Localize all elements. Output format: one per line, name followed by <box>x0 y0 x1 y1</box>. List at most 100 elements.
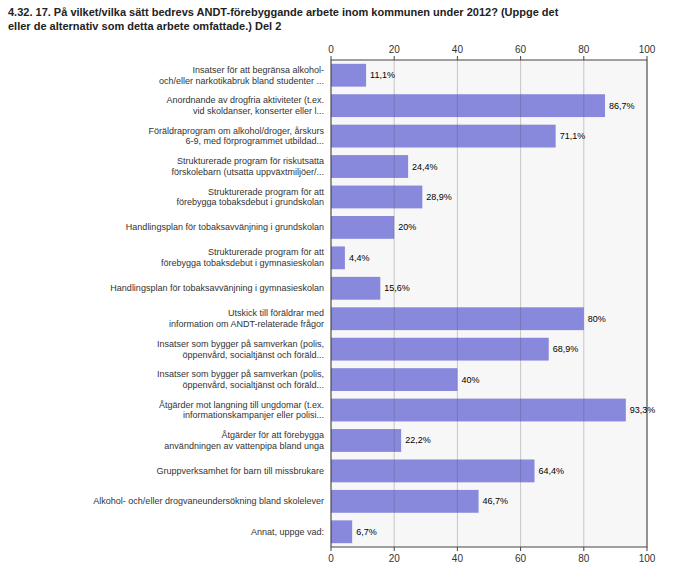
category-label: Strukturerade program för riskutsattaför… <box>171 156 324 177</box>
category-label: Alkohol- och/eller drogvaneundersökning … <box>93 496 324 506</box>
data-label: 40% <box>461 375 479 385</box>
category-label-line: Åtgärder för att förebygga <box>221 430 324 440</box>
category-label-line: informationskampanjer eller polisi... <box>183 410 324 420</box>
category-label-line: Åtgärder mot langning till ungdomar (t.e… <box>159 400 324 410</box>
category-label-line: förebygga tobaksdebut i grundskolan <box>176 197 324 207</box>
grid <box>331 60 647 547</box>
bar <box>331 216 394 239</box>
title-line: 4.32. 17. På vilket/vilka sätt bedrevs A… <box>8 6 559 18</box>
bar <box>331 246 345 269</box>
category-label-line: Insatser som bygger på samverkan (polis, <box>157 339 324 349</box>
tick-label: 60 <box>515 553 527 564</box>
tick-mark <box>331 56 332 60</box>
data-label: 4,4% <box>349 253 370 263</box>
tick-mark <box>583 56 584 60</box>
bar <box>331 155 408 178</box>
category-label-line: Annat, uppge vad: <box>251 527 324 537</box>
data-label: 93,3% <box>630 405 656 415</box>
category-label: Insatser som bygger på samverkan (polis,… <box>157 339 324 360</box>
category-label: Strukturerade program för attförebygga t… <box>176 187 324 208</box>
tick-mark <box>457 547 458 551</box>
category-label-line: förebygga tobaksdebut i gymnasieskolan <box>161 258 324 268</box>
data-label: 86,7% <box>609 101 635 111</box>
category-label: Åtgärder för att förebyggaanvändningen a… <box>164 430 324 451</box>
category-label-line: information om ANDT-relaterade frågor <box>169 319 324 329</box>
bars <box>331 64 626 543</box>
bar <box>331 94 605 117</box>
category-label-line: användningen av vattenpipa bland unga <box>164 441 324 451</box>
tick-label: 0 <box>328 553 334 564</box>
tick-mark <box>394 547 395 551</box>
data-label: 28,9% <box>426 192 452 202</box>
data-label: 46,7% <box>483 496 509 506</box>
data-label: 15,6% <box>384 283 410 293</box>
category-label-line: Anordnande av drogfria aktiviteter (t.ex… <box>166 95 324 105</box>
grid-line <box>457 60 458 547</box>
bar <box>331 64 366 87</box>
category-label-line: vid skoldanser, konserter eller l... <box>193 106 324 116</box>
category-label-line: Strukturerade program för riskutsatta <box>177 156 324 166</box>
category-label-line: Strukturerade program för att <box>208 187 325 197</box>
plot-area <box>331 60 647 547</box>
grid-line <box>394 60 395 547</box>
data-label: 6,7% <box>356 527 377 537</box>
category-label: Handlingsplan för tobaksavvänjning i gru… <box>126 222 324 232</box>
tick-label: 20 <box>389 553 401 564</box>
grid-line <box>520 60 521 547</box>
category-label: Anordnande av drogfria aktiviteter (t.ex… <box>166 95 324 116</box>
category-label: Gruppverksamhet för barn till missbrukar… <box>156 466 324 476</box>
data-label: 80% <box>588 314 606 324</box>
title-line: eller de alternativ som detta arbete omf… <box>8 20 281 32</box>
tick-label: 80 <box>578 44 590 55</box>
data-label: 20% <box>398 222 416 232</box>
category-label: Insatser som bygger på samverkan (polis,… <box>157 369 324 390</box>
category-label-line: Strukturerade program för att <box>208 247 325 257</box>
bar <box>331 338 549 361</box>
category-label-line: Insatser för att begränsa alkohol- <box>192 65 324 75</box>
tick-label: 80 <box>578 553 590 564</box>
category-label: Annat, uppge vad: <box>251 527 324 537</box>
tick-label: 60 <box>515 44 527 55</box>
category-label-line: Gruppverksamhet för barn till missbrukar… <box>156 466 324 476</box>
category-label: Strukturerade program för attförebygga t… <box>161 247 325 268</box>
data-label: 64,4% <box>539 466 565 476</box>
plot-frame <box>331 60 647 547</box>
category-label-line: förskolebarn (utsatta uppväxtmiljöer/... <box>171 167 324 177</box>
category-label: Åtgärder mot langning till ungdomar (t.e… <box>159 400 324 421</box>
category-label: Insatser för att begränsa alkohol-och/el… <box>159 65 324 86</box>
data-label: 24,4% <box>412 162 438 172</box>
tick-mark <box>394 56 395 60</box>
data-labels: 11,1% 86,7% 71,1% 24,4% 28,9% 20% 4,4% 15,6% 80%… <box>349 70 655 537</box>
category-label-line: och/eller narkotikabruk bland studenter … <box>159 76 324 86</box>
tick-mark <box>647 547 648 551</box>
bar <box>331 520 352 543</box>
tick-mark <box>647 56 648 60</box>
category-label-line: Föräldraprogram om alkohol/droger, årsku… <box>148 126 324 136</box>
data-label: 22,2% <box>405 435 431 445</box>
tick-label: 100 <box>639 553 656 564</box>
category-label-line: Utskick till föräldrar med <box>228 308 324 318</box>
category-labels: Insatser för att begränsa alkohol-och/el… <box>93 65 324 537</box>
category-label-line: Insatser som bygger på samverkan (polis, <box>157 369 324 379</box>
data-label: 68,9% <box>553 344 579 354</box>
category-label: Föräldraprogram om alkohol/droger, årsku… <box>148 126 324 147</box>
tick-label: 0 <box>328 44 334 55</box>
category-label-line: öppenvård, socialtjänst och föräld... <box>182 380 324 390</box>
category-label-line: öppenvård, socialtjänst och föräld... <box>182 350 324 360</box>
bar <box>331 490 479 513</box>
tick-label: 100 <box>639 44 656 55</box>
category-label-line: Handlingsplan för tobaksavvänjning i gru… <box>126 222 324 232</box>
title: 4.32. 17. På vilket/vilka sätt bedrevs A… <box>8 6 559 32</box>
tick-label: 40 <box>452 553 464 564</box>
bar <box>331 186 422 209</box>
bar <box>331 459 535 482</box>
category-label-line: Handlingsplan för tobaksavvänjning i gym… <box>110 283 324 293</box>
category-label: Utskick till föräldrar medinformation om… <box>169 308 324 329</box>
bar <box>331 125 556 148</box>
data-label: 71,1% <box>560 131 586 141</box>
data-label: 11,1% <box>370 70 395 80</box>
tick-label: 20 <box>389 44 401 55</box>
tick-mark <box>520 56 521 60</box>
tick-mark <box>331 547 332 551</box>
category-label-line: Alkohol- och/eller drogvaneundersökning … <box>93 496 324 506</box>
